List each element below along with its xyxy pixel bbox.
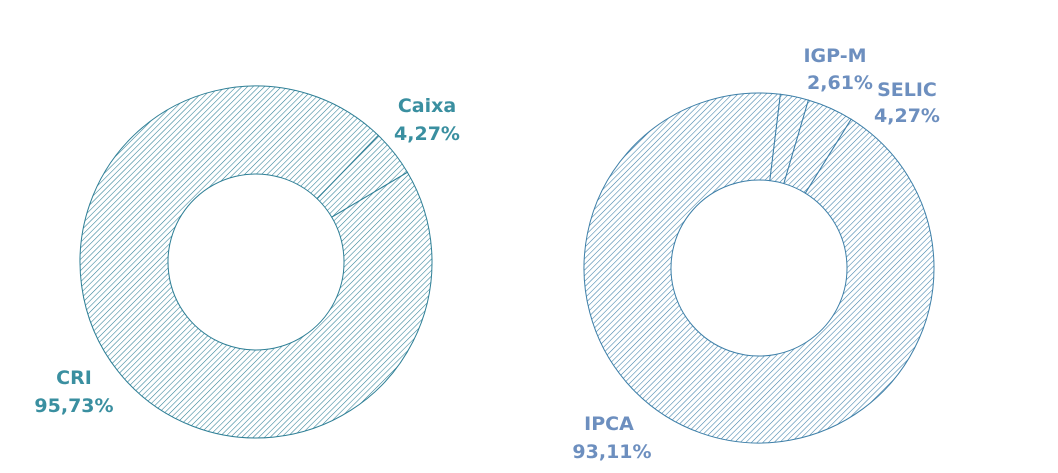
slice-cri	[79, 85, 433, 439]
label-caixa-value: 4,27%	[394, 123, 460, 145]
label-caixa-name: Caixa	[398, 95, 456, 117]
label-ipca-name: IPCA	[584, 413, 634, 435]
slice-ipca	[583, 92, 935, 444]
label-cri-value: 95,73%	[34, 395, 113, 417]
label-igpm-value: 2,61%	[807, 72, 873, 94]
label-cri-name: CRI	[56, 367, 92, 389]
label-selic-value: 4,27%	[874, 105, 940, 127]
donut-chart-right	[583, 92, 935, 444]
label-selic-name: SELIC	[877, 79, 937, 101]
label-ipca-value: 93,11%	[572, 441, 651, 463]
label-igpm-name: IGP-M	[803, 45, 866, 67]
donut-chart-left	[79, 85, 433, 439]
